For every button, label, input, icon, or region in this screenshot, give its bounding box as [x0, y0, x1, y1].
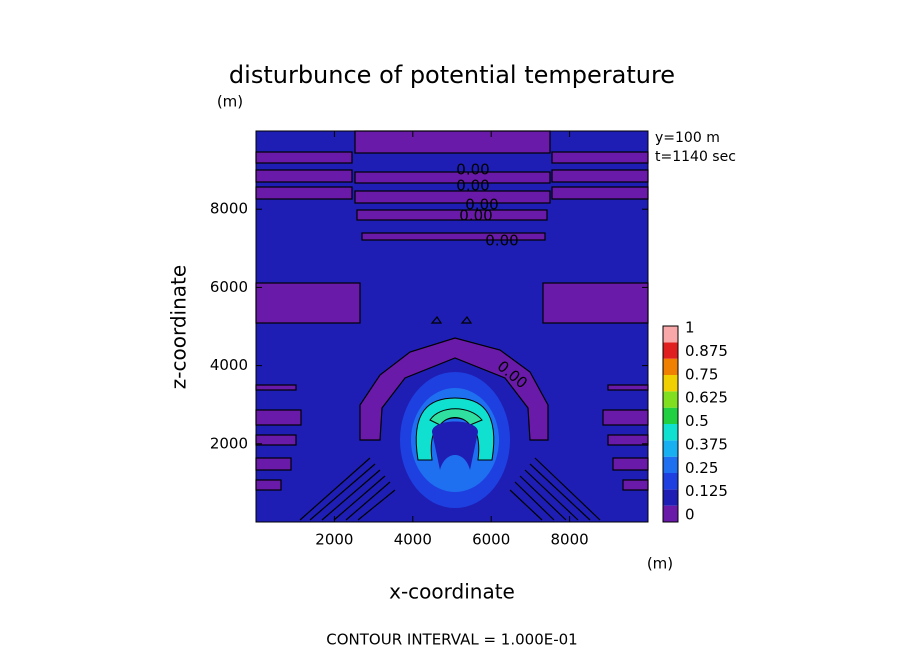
contour-label: 0.00: [456, 161, 489, 179]
x-tick-label: 2000: [315, 531, 353, 549]
y-unit: (m): [217, 93, 243, 111]
colorbar-frame: [662, 325, 679, 523]
contour-lines: [299, 315, 601, 521]
y-tick-label: 4000: [210, 356, 248, 374]
colorbar-label: 0.375: [685, 435, 728, 453]
x-tick-label: 4000: [394, 531, 432, 549]
colorbar-band: [663, 391, 678, 408]
colorbar-band: [663, 473, 678, 490]
x-unit: (m): [647, 555, 673, 573]
colorbar-band: [663, 489, 678, 506]
contour-label: 0.00: [485, 232, 518, 250]
colorbar-band: [663, 424, 678, 441]
contour-fills: [255, 130, 649, 491]
blob-core: [432, 421, 478, 470]
plot-frame: [255, 130, 649, 523]
annotation: t=1140 sec: [655, 149, 736, 165]
colorbar-band: [663, 505, 678, 522]
colorbar-label: 0.625: [685, 389, 728, 407]
colorbar-band: [663, 440, 678, 457]
colorbar-label: 0.5: [685, 412, 709, 430]
contour-label: 0.00: [456, 177, 489, 195]
colorbar-band: [663, 375, 678, 392]
x-axis-label: x-coordinate: [389, 580, 515, 604]
contour-label: 0.00: [459, 207, 492, 225]
colorbar-label: 1: [685, 319, 695, 337]
y-axis-label: z-coordinate: [167, 265, 191, 389]
footer: CONTOUR INTERVAL = 1.000E-01: [326, 631, 577, 649]
x-tick-label: 6000: [472, 531, 510, 549]
colorbar-label: 0.75: [685, 365, 718, 383]
colorbar-label: 0.125: [685, 482, 728, 500]
contour-label: 0.00: [465, 196, 498, 214]
colorbar-band: [663, 326, 678, 343]
y-tick-label: 6000: [210, 278, 248, 296]
y-tick-label: 2000: [210, 434, 248, 452]
y-tick-label: 8000: [210, 200, 248, 218]
chart-title: disturbunce of potential temperature: [229, 61, 675, 89]
colorbar-band: [663, 358, 678, 375]
colorbar-label: 0: [685, 506, 695, 524]
colorbar-band: [663, 342, 678, 359]
x-tick-label: 8000: [551, 531, 589, 549]
blob-top: [429, 408, 483, 426]
colorbar-label: 0.875: [685, 342, 728, 360]
colorbar-band: [663, 456, 678, 473]
colorbar-band: [663, 407, 678, 424]
field: [255, 130, 649, 523]
colorbar-label: 0.25: [685, 459, 718, 477]
annotation: y=100 m: [655, 130, 720, 146]
